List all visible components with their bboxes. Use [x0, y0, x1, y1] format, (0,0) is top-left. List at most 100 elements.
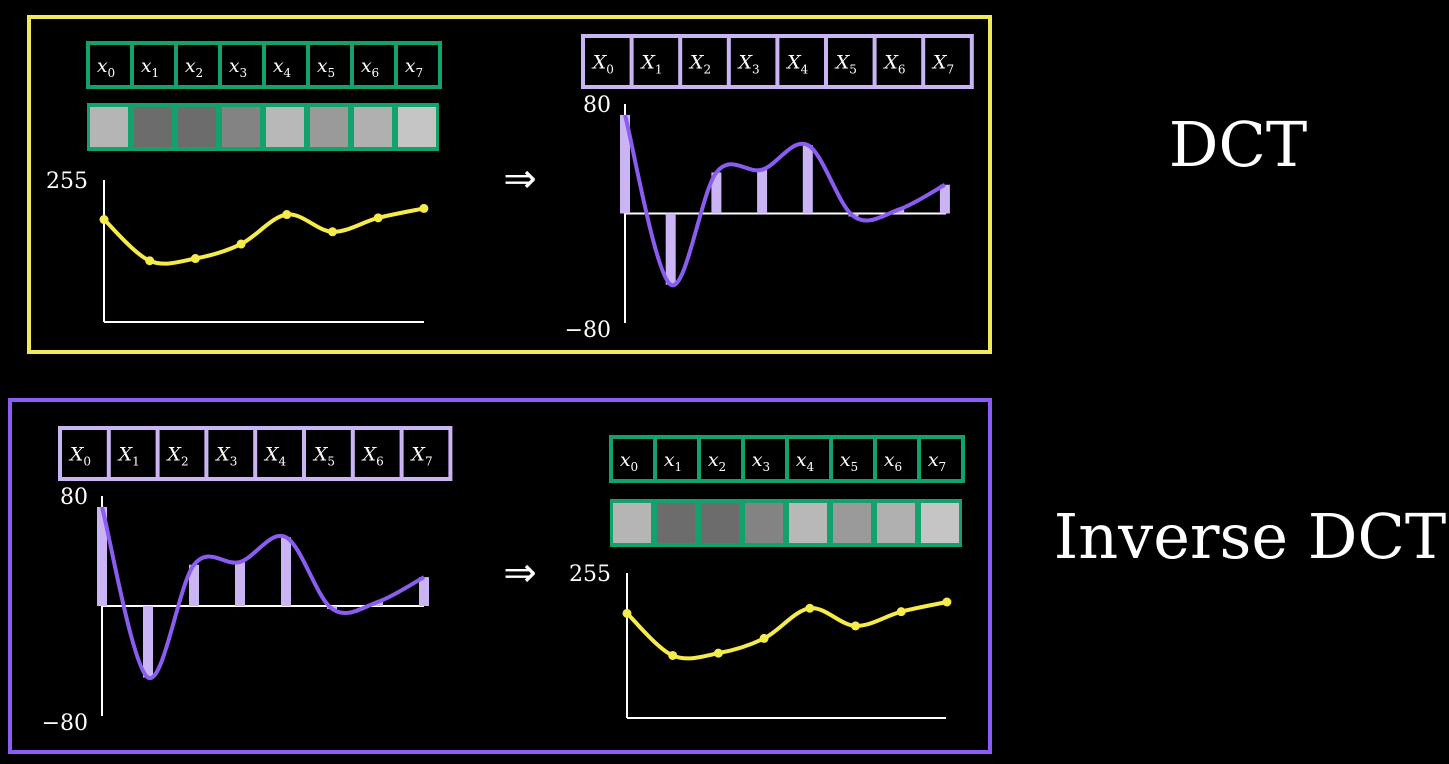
- dct-input-sample-point-5: [328, 227, 337, 237]
- inv-coeff-cell-label: X5: [312, 444, 335, 469]
- dct-pixel-7: [398, 107, 436, 147]
- dct-coeff-cell-label: X7: [931, 52, 954, 77]
- inv-signal-cell-label: x2: [708, 449, 726, 474]
- inv-coeff-cell-label: X6: [361, 444, 384, 469]
- dct-input-sample-point-4: [282, 210, 292, 220]
- dct-input-sample-point-2: [190, 254, 200, 264]
- inverse-output-chart: 255: [569, 562, 952, 719]
- dct-output-coefficient-bar-0: [620, 114, 630, 214]
- dct-pixel-5: [310, 107, 348, 147]
- inv-input-ymax-label: 80: [60, 485, 88, 510]
- inverse-pixel-3: [745, 503, 783, 543]
- inverse-pixel-0: [613, 503, 651, 543]
- inverse-signal-label-row: x0 x1 x2 x3 x4 x5 x6 x7: [609, 435, 965, 483]
- dct-pixel-6: [354, 107, 392, 147]
- inv-output-sample-point-4: [805, 603, 815, 613]
- inv-input-coefficient-bar-7: [419, 577, 429, 606]
- inv-input-coefficient-bar-0: [97, 507, 107, 606]
- dct-output-ymin-label: −80: [565, 318, 611, 343]
- inv-output-sample-point-1: [668, 650, 678, 660]
- inverse-dct-title: Inverse DCT: [1054, 500, 1447, 573]
- inv-signal-cell-label: x1: [664, 449, 682, 474]
- dct-coefficient-label-row: X0 X1 X2 X3 X4 X5 X6 X7: [581, 34, 974, 89]
- inv-output-sample-point-3: [759, 633, 769, 643]
- inv-input-coefficient-bar-1: [143, 606, 153, 678]
- dct-signal-cell-label: x1: [141, 55, 159, 80]
- dct-output-coefficient-bar-2: [711, 172, 722, 214]
- dct-coeff-cell-label: X4: [785, 52, 809, 77]
- inv-signal-cell-label: x7: [928, 449, 946, 474]
- inverse-pixel-1: [657, 503, 695, 543]
- inverse-dct-frame: [8, 398, 992, 754]
- inv-signal-cell-label: x0: [620, 449, 638, 474]
- dct-signal-cell-label: x3: [229, 55, 247, 80]
- inv-input-coefficient-bar-3: [235, 562, 245, 606]
- dct-signal-cell-label: x7: [405, 55, 423, 80]
- inv-signal-cell-label: x4: [796, 449, 815, 474]
- inv-input-coefficient-bar-4: [281, 537, 291, 606]
- dct-pixel-3: [222, 107, 260, 147]
- dct-output-coefficient-bar-3: [757, 169, 768, 214]
- dct-input-chart: 255: [46, 169, 429, 323]
- inverse-dct-arrow: ⇒: [503, 550, 537, 596]
- dct-output-coefficient-bar-1: [665, 213, 676, 285]
- inverse-pixel-6: [877, 503, 915, 543]
- dct-input-sample-point-7: [419, 203, 429, 213]
- dct-input-ymax-label: 255: [46, 169, 88, 194]
- inverse-coefficient-label-row: X0 X1 X2 X3 X4 X5 X6 X7: [58, 426, 453, 481]
- dct-signal-cell-label: x0: [97, 55, 115, 80]
- dct-input-sample-point-3: [236, 239, 246, 249]
- inv-input-ymin-label: −80: [42, 711, 88, 736]
- dct-input-sample-point-1: [145, 256, 155, 266]
- dct-coeff-cell-label: X3: [737, 52, 760, 77]
- dct-signal-cell-label: x6: [361, 55, 379, 80]
- inv-output-sample-point-2: [713, 648, 723, 658]
- inverse-input-chart: 80 −80: [42, 485, 429, 736]
- dct-output-coefficient-bar-4: [802, 145, 813, 214]
- inverse-pixel-7: [921, 503, 959, 543]
- dct-pixel-1: [134, 107, 172, 147]
- dct-pixel-2: [178, 107, 216, 147]
- inv-coeff-cell-label: X4: [263, 444, 287, 469]
- dct-pixel-row: [87, 103, 439, 151]
- inv-coeff-cell-label: X7: [409, 444, 432, 469]
- dct-title: DCT: [1169, 108, 1308, 181]
- dct-coeff-cell-label: X5: [834, 52, 857, 77]
- dct-pixel-4: [266, 107, 304, 147]
- dct-output-coefficient-bar-7: [939, 184, 950, 214]
- inv-signal-cell-label: x5: [840, 449, 858, 474]
- dct-arrow: ⇒: [503, 156, 537, 202]
- dct-output-ymax-label: 80: [583, 93, 611, 118]
- inv-output-sample-point-6: [896, 607, 906, 617]
- inverse-pixel-2: [701, 503, 739, 543]
- inv-input-coefficient-curve: [100, 506, 425, 680]
- inv-coeff-cell-label: X2: [165, 444, 188, 469]
- inv-coeff-cell-label: X0: [68, 444, 91, 469]
- inv-coeff-cell-label: X3: [214, 444, 237, 469]
- inverse-pixel-4: [789, 503, 827, 543]
- dct-pixel-0: [90, 107, 128, 147]
- dct-coeff-cell-label: X1: [639, 52, 662, 77]
- dct-signal-label-row: x0 x1 x2 x3 x4 x5 x6 x7: [86, 41, 442, 89]
- inv-coeff-cell-label: X1: [117, 444, 140, 469]
- dct-coeff-cell-label: X2: [688, 52, 711, 77]
- dct-coeff-cell-label: X6: [882, 52, 905, 77]
- inv-output-sample-point-7: [942, 597, 952, 607]
- inv-input-coefficient-bar-2: [189, 564, 199, 606]
- inv-output-sample-point-5: [851, 621, 860, 631]
- inverse-pixel-row: [610, 499, 962, 547]
- inverse-pixel-5: [833, 503, 871, 543]
- dct-input-sample-point-6: [373, 213, 383, 223]
- dct-output-chart: 80 −80: [565, 93, 950, 343]
- inv-signal-cell-label: x3: [752, 449, 770, 474]
- inv-output-sample-point-0: [622, 608, 632, 618]
- inv-output-ymax-label: 255: [569, 562, 611, 587]
- dct-signal-cell-label: x4: [273, 55, 292, 80]
- dct-coeff-cell-label: X0: [591, 52, 614, 77]
- dct-input-sample-point-0: [99, 215, 109, 225]
- dct-output-coefficient-curve: [623, 114, 946, 287]
- dct-signal-cell-label: x2: [185, 55, 203, 80]
- dct-frame: [27, 15, 992, 354]
- inv-signal-cell-label: x6: [884, 449, 902, 474]
